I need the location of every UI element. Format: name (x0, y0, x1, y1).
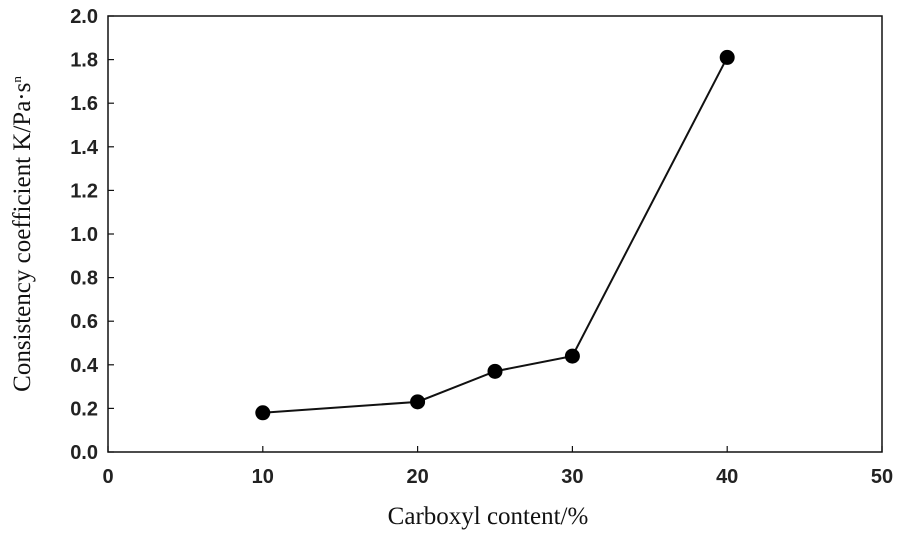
y-axis-ticks: 0.0 0.2 0.4 0.6 0.8 1.0 1.2 1.4 1.6 1.8 2.0 (70, 6, 114, 464)
y-tick-label: 0.8 (70, 268, 98, 290)
y-axis-title: Consistency coefficient K/Pa·sn (9, 76, 36, 392)
x-tick-label: 30 (561, 466, 583, 488)
x-tick-label: 0 (102, 466, 113, 488)
plot-area-frame (107, 15, 883, 453)
x-axis-ticks: 0 10 20 30 40 50 (102, 446, 893, 488)
data-point (719, 49, 735, 65)
y-tick-label: 2.0 (70, 6, 98, 28)
x-tick-label: 10 (252, 466, 274, 488)
x-tick-label: 20 (406, 466, 428, 488)
y-axis-title-main: Consistency coefficient K/Pa·s (9, 83, 36, 392)
y-tick-label: 1.2 (70, 180, 98, 202)
data-point (487, 363, 503, 379)
y-tick-label: 1.6 (70, 93, 98, 115)
y-tick-label: 0.2 (70, 398, 98, 420)
data-point (255, 405, 271, 421)
y-tick-label: 0.4 (70, 355, 99, 377)
x-tick-label: 40 (716, 466, 738, 488)
series-line (262, 56, 729, 414)
y-tick-label: 0.6 (70, 311, 98, 333)
y-tick-label: 1.8 (70, 50, 98, 72)
y-axis-title-superscript: n (9, 76, 24, 83)
x-axis-title: Carboxyl content/% (388, 503, 589, 530)
y-tick-label: 1.0 (70, 224, 98, 246)
y-tick-label: 1.4 (70, 137, 99, 159)
y-tick-label: 0.0 (70, 442, 98, 464)
data-point (410, 394, 426, 410)
series-layer (255, 49, 735, 421)
x-tick-label: 50 (871, 466, 893, 488)
data-point (564, 348, 580, 364)
